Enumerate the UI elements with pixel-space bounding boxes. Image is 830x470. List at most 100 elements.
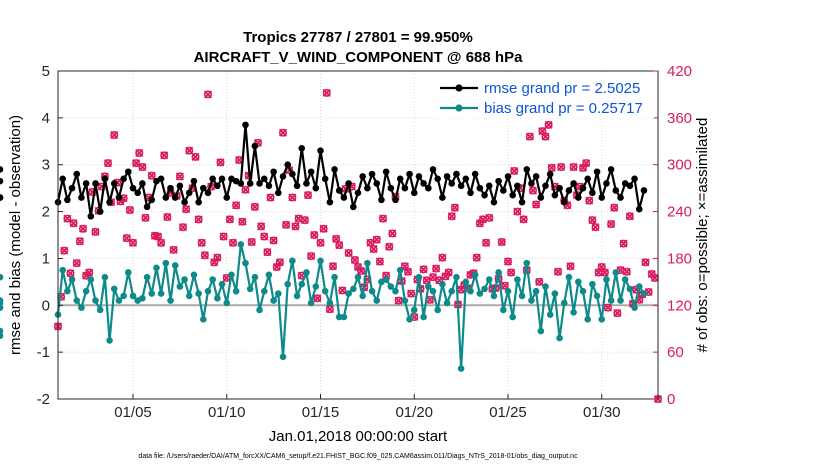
obs-possible-marker: [269, 236, 278, 245]
bias-point: [420, 313, 427, 321]
rmse-point: [312, 184, 320, 192]
obs-possible-marker: [160, 151, 169, 160]
obs-possible-marker: [444, 268, 453, 277]
rmse-point: [139, 180, 146, 187]
obs-possible-marker: [129, 238, 138, 247]
obs-possible-marker: [322, 88, 331, 97]
obs-x-stroke: [403, 267, 413, 276]
rmse-point: [490, 198, 498, 206]
obs-x-stroke: [300, 216, 309, 225]
obs-possible-marker: [79, 224, 88, 233]
rmse-point: [467, 189, 474, 197]
obs-possible-marker: [175, 172, 184, 181]
obs-x-stroke: [72, 259, 81, 268]
obs-possible-marker: [125, 206, 134, 215]
y-right-tick-label: 240: [667, 204, 692, 221]
rmse-point: [551, 191, 559, 199]
obs-x-stroke: [122, 234, 131, 243]
obs-possible-marker: [535, 277, 544, 286]
obs-possible-marker: [288, 193, 297, 202]
bias-point: [260, 287, 268, 295]
obs-x-stroke: [625, 212, 634, 221]
bias-point: [617, 297, 624, 304]
rmse-point: [0, 177, 4, 185]
obs-possible-marker: [157, 238, 166, 247]
rmse-point: [556, 184, 563, 192]
bias-point: [340, 313, 348, 321]
bias-point: [275, 290, 282, 297]
bias-point: [434, 306, 441, 314]
obs-x-stroke: [613, 309, 622, 318]
obs-x-stroke: [332, 234, 341, 243]
obs-possible-marker: [310, 231, 319, 240]
obs-x-stroke: [325, 305, 334, 314]
rmse-point: [598, 194, 606, 201]
obs-possible-marker: [66, 269, 75, 278]
bias-point: [481, 285, 488, 293]
obs-x-stroke: [353, 262, 363, 272]
obs-assimilated-marker: [110, 131, 119, 140]
obs-x-stroke: [178, 223, 188, 232]
obs-x-stroke: [241, 185, 250, 194]
obs-assimilated-marker: [78, 224, 88, 233]
rmse-point: [129, 184, 137, 192]
obs-possible-marker: [85, 268, 94, 277]
rmse-point: [237, 180, 245, 187]
bias-point: [415, 273, 423, 281]
obs-assimilated-marker: [357, 266, 366, 275]
y-right-tick-label: 0: [667, 391, 675, 408]
obs-assimilated-marker: [200, 251, 209, 260]
obs-assimilated-marker: [607, 220, 616, 229]
obs-assimilated-marker: [250, 202, 259, 211]
obs-possible-marker: [557, 163, 566, 172]
rmse-point: [500, 187, 507, 194]
bias-point: [476, 290, 484, 297]
obs-x-stroke: [75, 237, 84, 246]
bias-point: [148, 290, 156, 297]
obs-x-stroke: [91, 227, 100, 236]
rmse-point: [523, 166, 531, 173]
obs-possible-marker: [566, 262, 575, 271]
obs-assimilated-marker: [388, 229, 397, 238]
obs-possible-marker: [225, 215, 234, 224]
bias-point: [607, 297, 615, 304]
y-right-axis-label: # of obs: o=possible; ×=assimilated: [694, 118, 711, 353]
bias-point: [214, 294, 221, 302]
y-tick-label: 2: [42, 204, 50, 221]
obs-x-stroke: [482, 238, 491, 247]
obs-assimilated-marker: [444, 268, 453, 277]
obs-possible-marker: [229, 238, 238, 247]
bias-point: [0, 273, 4, 281]
rmse-point: [560, 198, 568, 206]
rmse-point: [125, 168, 132, 176]
y-tick-label: 3: [42, 157, 50, 174]
obs-x-stroke: [585, 196, 594, 205]
bias-point: [570, 309, 577, 316]
x-tick-label: 01/10: [208, 404, 246, 421]
obs-x-stroke: [388, 229, 397, 238]
obs-x-stroke: [647, 270, 656, 279]
obs-x-stroke: [419, 265, 428, 274]
obs-possible-marker: [591, 223, 600, 232]
obs-assimilated-marker: [541, 132, 550, 141]
rmse-point: [246, 180, 254, 187]
obs-assimilated-marker: [610, 203, 619, 212]
bias-point: [575, 278, 582, 286]
obs-possible-marker: [260, 232, 269, 241]
obs-possible-marker: [519, 215, 528, 224]
bias-point: [181, 276, 188, 283]
bias-point: [551, 290, 559, 297]
obs-assimilated-marker: [500, 281, 509, 290]
obs-x-stroke: [132, 159, 141, 168]
bias-point: [326, 299, 334, 307]
bias-point: [106, 337, 113, 344]
bias-point: [190, 271, 198, 279]
obs-x-stroke: [60, 246, 69, 255]
obs-possible-marker: [541, 132, 550, 141]
obs-x-stroke: [407, 289, 416, 298]
obs-assimilated-marker: [263, 248, 272, 257]
obs-x-stroke: [385, 242, 394, 251]
obs-x-stroke: [510, 166, 519, 175]
rmse-point: [528, 180, 535, 187]
y-tick-label: 1: [42, 250, 50, 267]
